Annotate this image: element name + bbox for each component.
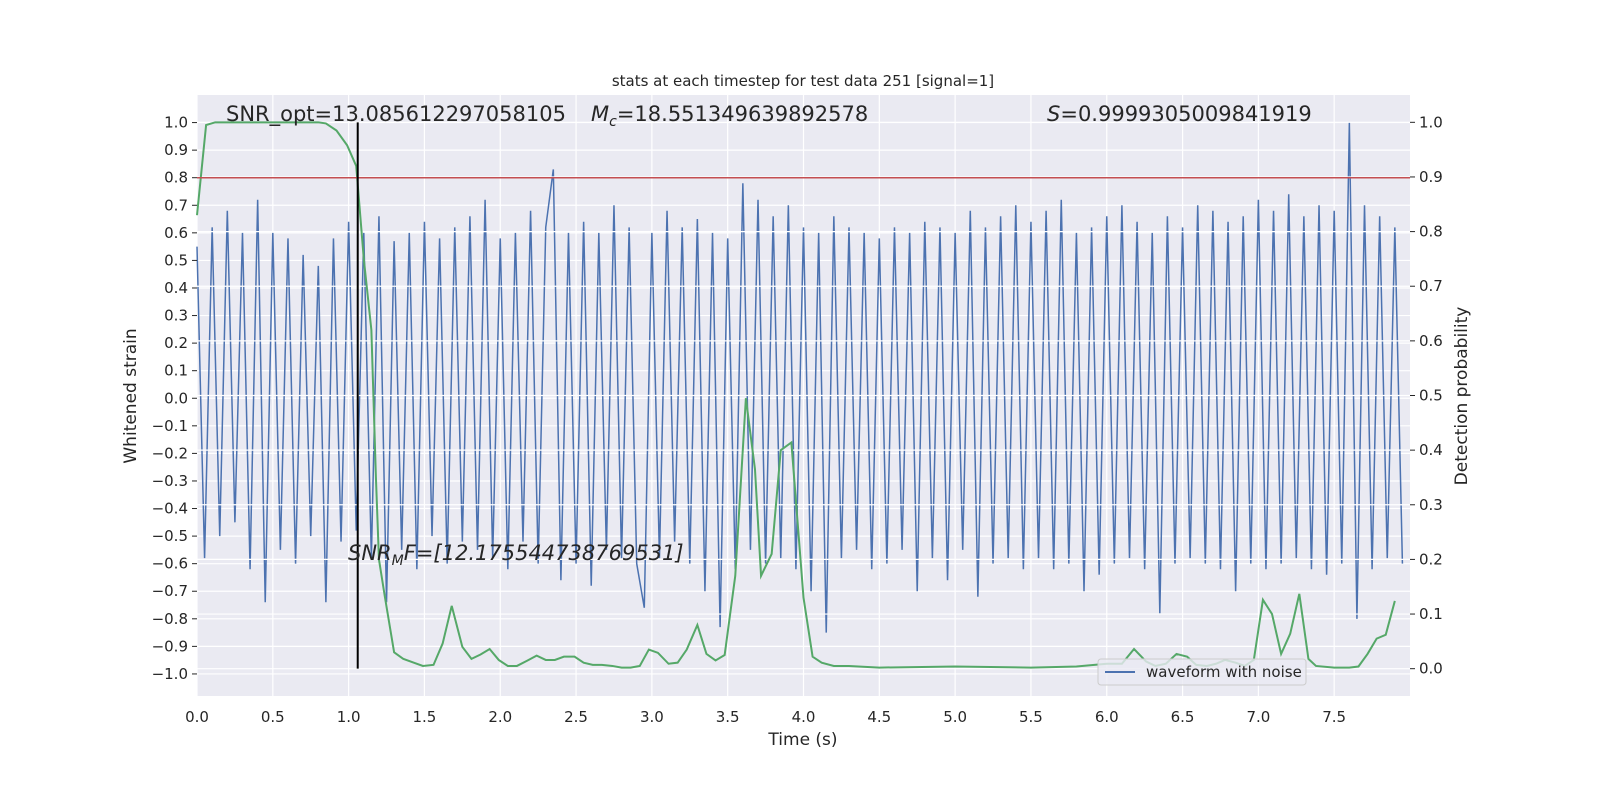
y2-tick-label: 0.4 — [1419, 441, 1443, 459]
symbol: M — [591, 102, 609, 126]
y2-tick-label: 0.3 — [1419, 496, 1443, 514]
annotation: Mc=18.551349639892578 — [591, 102, 868, 130]
y2-tick-label: 0.8 — [1419, 223, 1443, 241]
y-tick-label: 0.4 — [164, 279, 188, 297]
y-tick-label: −0.1 — [152, 417, 188, 435]
x-tick-label: 7.5 — [1322, 708, 1346, 726]
x-tick-label: 7.0 — [1246, 708, 1270, 726]
y-tick-label: 0.8 — [164, 169, 188, 187]
y2-tick-label: 0.2 — [1419, 550, 1443, 568]
chart-title: stats at each timestep for test data 251… — [612, 72, 994, 90]
y-tick-label: −0.3 — [152, 472, 188, 490]
x-tick-label: 6.5 — [1171, 708, 1195, 726]
y2-tick-label: 0.0 — [1419, 660, 1443, 678]
y2-tick-label: 0.5 — [1419, 387, 1443, 405]
y-tick-label: 0.7 — [164, 196, 188, 214]
subscript: c — [609, 114, 617, 130]
y2-tick-label: 0.6 — [1419, 332, 1443, 350]
text: F=[12.175544738769531] — [404, 541, 684, 565]
legend: waveform with noise — [1097, 658, 1307, 686]
annotation: S=0.9999305009841919 — [1047, 102, 1312, 126]
x-tick-label: 3.5 — [716, 708, 740, 726]
legend-box — [1097, 658, 1307, 686]
legend-label: waveform with noise — [1146, 663, 1302, 681]
y-tick-label: 0.5 — [164, 251, 188, 269]
x-tick-label: 5.0 — [943, 708, 967, 726]
y-tick-label: 0.0 — [164, 389, 188, 407]
y2-axis-label: Detection probability — [1452, 307, 1472, 486]
x-tick-label: 4.0 — [792, 708, 816, 726]
x-tick-label: 6.0 — [1095, 708, 1119, 726]
y2-tick-label: 0.7 — [1419, 277, 1443, 295]
y-tick-label: −0.6 — [152, 555, 188, 573]
x-axis-label: Time (s) — [767, 730, 837, 750]
x-tick-label: 2.0 — [488, 708, 512, 726]
x-tick-label: 0.5 — [261, 708, 285, 726]
y-tick-label: −0.7 — [152, 582, 188, 600]
y-tick-label: −0.8 — [152, 610, 188, 628]
text: =18.551349639892578 — [617, 102, 868, 126]
y2-tick-label: 0.9 — [1419, 168, 1443, 186]
y-tick-label: −0.5 — [152, 527, 188, 545]
text: =0.9999305009841919 — [1060, 102, 1311, 126]
x-tick-label: 0.0 — [185, 708, 209, 726]
y-tick-label: −0.2 — [152, 444, 188, 462]
subscript: M — [392, 553, 404, 569]
x-tick-label: 1.0 — [337, 708, 361, 726]
y2-tick-label: 0.1 — [1419, 605, 1443, 623]
annotation: SNRMF=[12.175544738769531] — [348, 541, 684, 569]
x-tick-label: 2.5 — [564, 708, 588, 726]
symbol: S — [1047, 102, 1060, 126]
y-tick-label: 0.3 — [164, 307, 188, 325]
symbol: SNR — [348, 541, 392, 565]
y-tick-label: 0.2 — [164, 334, 188, 352]
y-tick-label: 0.1 — [164, 362, 188, 380]
y-tick-label: −1.0 — [152, 665, 188, 683]
y-tick-label: 0.6 — [164, 224, 188, 242]
y-axis-label: Whitened strain — [121, 328, 141, 463]
x-tick-label: 1.5 — [413, 708, 437, 726]
y-tick-label: −0.9 — [152, 637, 188, 655]
y2-tick-label: 1.0 — [1419, 113, 1443, 131]
y-tick-label: 1.0 — [164, 114, 188, 132]
x-tick-label: 5.5 — [1019, 708, 1043, 726]
y-tick-label: 0.9 — [164, 141, 188, 159]
annotation: SNR_opt=13.085612297058105 — [226, 102, 566, 127]
x-tick-label: 4.5 — [867, 708, 891, 726]
y-tick-label: −0.4 — [152, 500, 188, 518]
x-tick-label: 3.0 — [640, 708, 664, 726]
plot-content — [196, 121, 1410, 670]
